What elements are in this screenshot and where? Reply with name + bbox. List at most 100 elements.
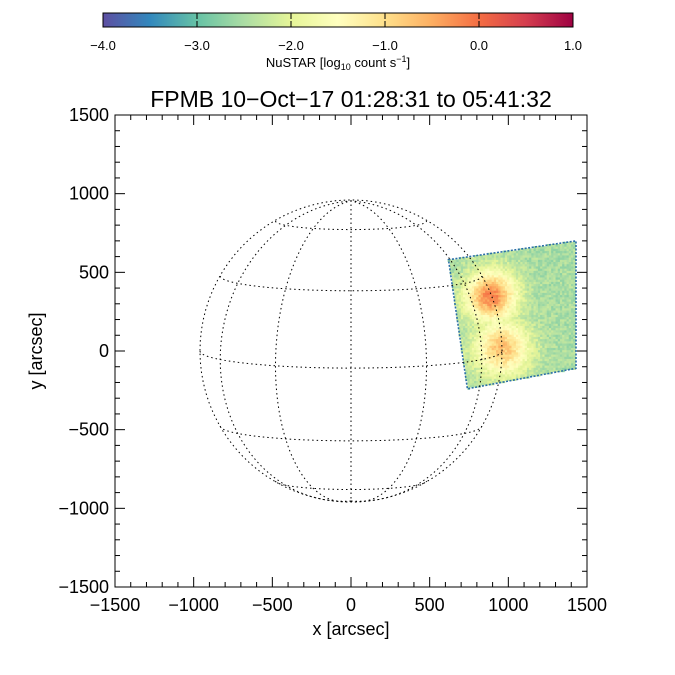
heatmap-pixel (573, 259, 576, 263)
heatmap-pixel (474, 281, 477, 285)
heatmap-pixel (487, 338, 490, 342)
heatmap-pixel (485, 343, 488, 346)
heatmap-pixel (489, 378, 493, 381)
heatmap-pixel (559, 349, 563, 353)
heatmap-pixel (471, 329, 475, 333)
heatmap-pixel (496, 272, 499, 276)
heatmap-pixel (452, 274, 455, 278)
heatmap-pixel (502, 376, 506, 379)
heatmap-pixel (533, 356, 537, 359)
heatmap-pixel (513, 362, 517, 366)
heatmap-pixel (498, 307, 501, 311)
heatmap-pixel (522, 272, 526, 276)
heatmap-pixel (493, 270, 497, 274)
heatmap-pixel (469, 384, 473, 388)
heatmap-pixel (487, 376, 490, 379)
heatmap-pixel (489, 367, 493, 370)
heatmap-pixel (476, 257, 479, 260)
heatmap-pixel (511, 351, 515, 355)
heatmap-pixel (471, 268, 475, 271)
heatmap-pixel (562, 362, 565, 366)
heatmap-pixel (485, 257, 488, 260)
heatmap-pixel (487, 371, 490, 375)
heatmap-pixel (557, 365, 561, 368)
heatmap-pixel (553, 349, 556, 353)
heatmap-pixel (467, 263, 471, 267)
heatmap-pixel (542, 358, 545, 362)
heatmap-pixel (551, 316, 554, 320)
heatmap-pixel (478, 279, 482, 282)
heatmap-pixel (564, 340, 567, 344)
heatmap-pixel (542, 351, 545, 355)
heatmap-pixel (520, 255, 523, 258)
heatmap-pixel (469, 310, 473, 313)
heatmap-pixel (520, 285, 523, 289)
heatmap-pixel (559, 356, 563, 359)
heatmap-pixel (548, 307, 552, 311)
heatmap-pixel (504, 356, 508, 359)
heatmap-pixel (509, 257, 512, 260)
heatmap-pixel (493, 296, 497, 300)
heatmap-pixel (480, 334, 484, 337)
heatmap-pixel (500, 369, 504, 373)
heatmap-pixel (478, 376, 482, 379)
heatmap-pixel (513, 288, 517, 291)
heatmap-pixel (520, 334, 523, 337)
heatmap-pixel (467, 329, 471, 333)
heatmap-pixel (502, 314, 506, 318)
heatmap-pixel (482, 325, 486, 329)
heatmap-pixel (537, 365, 541, 368)
heatmap-pixel (544, 274, 548, 278)
heatmap-pixel (513, 272, 517, 276)
heatmap-pixel (564, 274, 567, 278)
heatmap-pixel (559, 277, 563, 280)
heatmap-pixel (469, 327, 473, 331)
heatmap-pixel (529, 259, 532, 263)
heatmap-pixel (482, 360, 486, 364)
heatmap-pixel (520, 279, 523, 282)
heatmap-pixel (485, 279, 488, 282)
heatmap-pixel (515, 270, 519, 274)
heatmap-pixel (537, 310, 541, 313)
heatmap-pixel (533, 281, 537, 285)
heatmap-pixel (526, 279, 530, 282)
heatmap-pixel (573, 252, 576, 256)
heatmap-pixel (522, 321, 526, 324)
heatmap-pixel (566, 248, 570, 252)
heatmap-pixel (522, 305, 526, 309)
heatmap-pixel (487, 281, 490, 285)
heatmap-pixel (502, 270, 506, 274)
heatmap-pixel (504, 259, 508, 263)
heatmap-pixel (518, 301, 521, 304)
heatmap-pixel (531, 310, 534, 313)
heatmap-pixel (471, 283, 475, 287)
heatmap-pixel (509, 343, 512, 346)
heatmap-pixel (476, 274, 479, 278)
heatmap-pixel (537, 329, 541, 333)
heatmap-pixel (562, 301, 565, 304)
heatmap-pixel (465, 305, 468, 309)
heatmap-pixel (458, 296, 462, 300)
heatmap-pixel (452, 270, 455, 274)
heatmap-pixel (520, 257, 523, 260)
heatmap-pixel (546, 349, 550, 353)
heatmap-pixel (485, 303, 488, 307)
heatmap-pixel (513, 268, 517, 271)
heatmap-pixel (513, 347, 517, 351)
heatmap-pixel (544, 257, 548, 260)
heatmap-pixel (557, 294, 561, 298)
heatmap-pixel (570, 252, 574, 256)
heatmap-pixel (469, 321, 473, 324)
heatmap-pixel (515, 360, 519, 364)
heatmap-pixel (500, 274, 504, 278)
heatmap-pixel (478, 325, 482, 329)
heatmap-pixel (489, 365, 493, 368)
heatmap-pixel (467, 323, 471, 326)
heatmap-pixel (487, 301, 490, 304)
chart-title: FPMB 10−Oct−17 01:28:31 to 05:41:32 (150, 86, 552, 112)
heatmap-pixel (507, 263, 510, 267)
heatmap-pixel (500, 285, 504, 289)
heatmap-pixel (568, 268, 572, 271)
heatmap-pixel (500, 332, 504, 335)
heatmap-pixel (568, 266, 572, 269)
